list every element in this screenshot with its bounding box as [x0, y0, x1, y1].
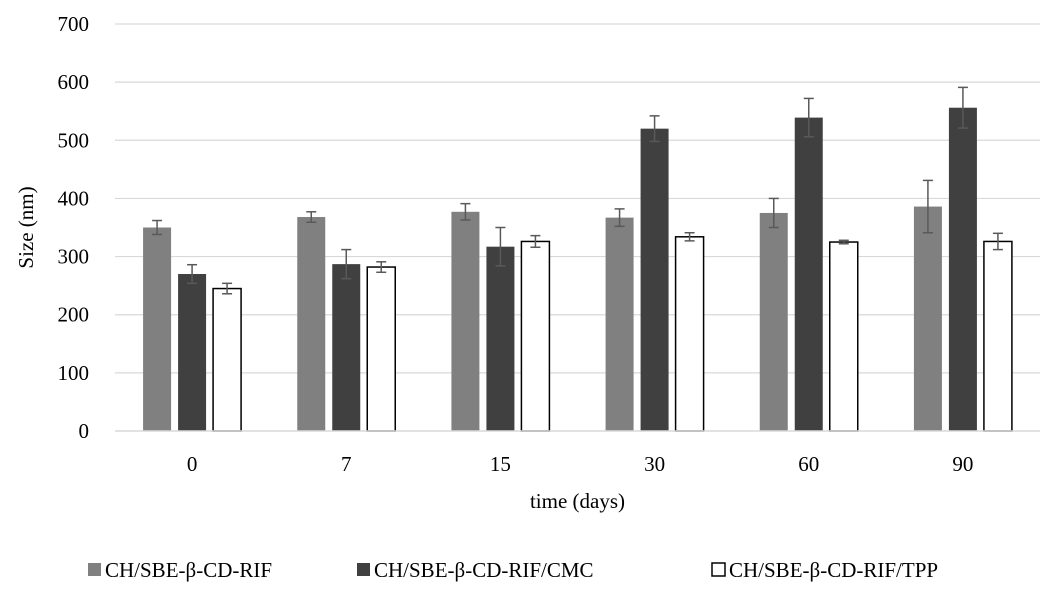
legend-label: CH/SBE-β-CD-RIF/CMC: [374, 558, 594, 582]
bar: [674, 236, 705, 432]
legend-label: CH/SBE-β-CD-RIF/TPP: [729, 558, 938, 582]
legend-label: CH/SBE-β-CD-RIF: [105, 558, 272, 582]
bar: [829, 241, 859, 432]
error-bar: [341, 248, 352, 280]
y-tick-label: 200: [58, 303, 90, 327]
error-bar: [376, 261, 387, 274]
bar: [178, 274, 207, 431]
bar: [143, 227, 172, 431]
gridlines: [115, 23, 1040, 374]
error-bar: [306, 211, 317, 224]
x-tick-label: 60: [798, 452, 819, 476]
y-tick-label: 100: [58, 361, 90, 385]
bar: [520, 240, 551, 432]
x-tick-label: 15: [490, 452, 511, 476]
y-tick-label: 600: [58, 70, 90, 94]
bar: [794, 117, 823, 432]
x-axis-title: time (days): [530, 489, 625, 513]
legend-swatch: [711, 562, 726, 577]
x-tick-label: 0: [187, 452, 198, 476]
bars: [143, 86, 1013, 432]
legend-swatch: [88, 563, 101, 576]
error-bar: [495, 226, 506, 267]
y-tick-label: 700: [58, 12, 90, 36]
bar: [212, 287, 242, 432]
bar: [640, 128, 669, 431]
y-axis-ticks: 0 100 200 300 400 500 600 700: [58, 12, 90, 443]
legend-swatch: [357, 563, 370, 576]
bar: [451, 211, 480, 431]
x-tick-label: 7: [341, 452, 352, 476]
legend-item: CH/SBE-β-CD-RIF/TPP: [711, 558, 938, 582]
bar: [605, 217, 634, 431]
x-tick-label: 90: [952, 452, 973, 476]
legend: CH/SBE-β-CD-RIF CH/SBE-β-CD-RIF/CMC CH/SBE…: [88, 558, 938, 582]
y-tick-label: 300: [58, 245, 90, 269]
y-axis-title: Size (nm): [14, 186, 38, 268]
error-bar: [768, 197, 779, 229]
bar: [332, 264, 361, 431]
y-tick-label: 500: [58, 128, 90, 152]
legend-item: CH/SBE-β-CD-RIF/CMC: [357, 558, 594, 582]
bar: [297, 217, 326, 431]
error-bar: [460, 202, 471, 221]
error-bar: [152, 219, 163, 236]
bar: [983, 240, 1013, 432]
y-tick-label: 0: [79, 419, 90, 443]
x-tick-label: 30: [644, 452, 665, 476]
error-bar: [222, 282, 233, 295]
error-bar: [530, 234, 541, 249]
x-axis-ticks: 0 7 15 30 60 90: [187, 452, 974, 476]
bar: [486, 246, 515, 431]
error-bar: [187, 263, 198, 285]
error-bar: [649, 115, 660, 143]
bar: [366, 266, 396, 432]
error-bar: [803, 97, 814, 138]
error-bar: [922, 179, 933, 234]
bar: [913, 206, 942, 431]
bar: [759, 212, 788, 431]
error-bar: [992, 232, 1003, 251]
bar: [948, 107, 977, 432]
y-tick-label: 400: [58, 186, 90, 210]
error-bar: [684, 231, 695, 242]
legend-item: CH/SBE-β-CD-RIF: [88, 558, 272, 582]
error-bar: [838, 239, 849, 245]
error-bar: [957, 86, 968, 129]
error-bar: [614, 208, 625, 228]
